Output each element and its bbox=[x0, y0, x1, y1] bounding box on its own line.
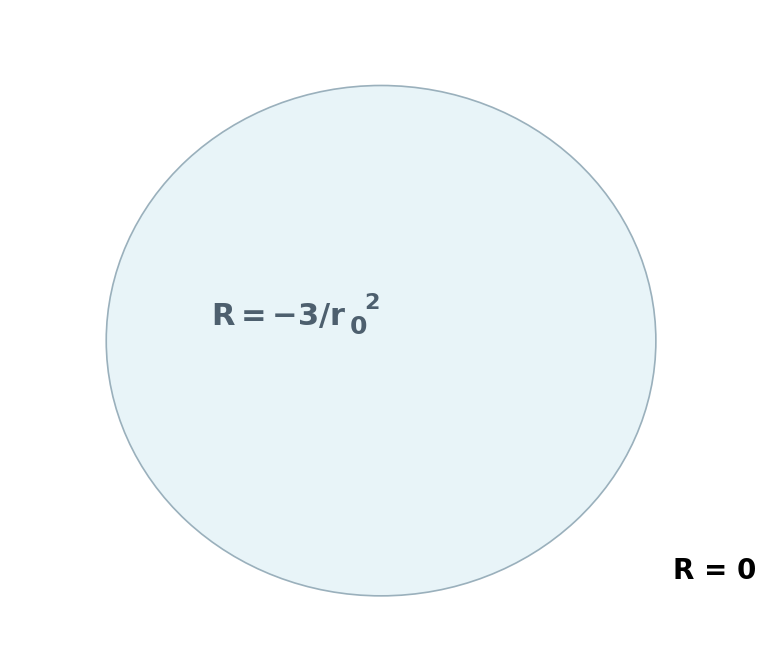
Text: $\mathbf{2}$: $\mathbf{2}$ bbox=[364, 294, 380, 313]
Ellipse shape bbox=[106, 85, 656, 596]
Text: $\mathbf{R = {-3/r}}$: $\mathbf{R = {-3/r}}$ bbox=[211, 301, 346, 331]
Text: $\mathbf{0}$: $\mathbf{0}$ bbox=[349, 315, 367, 339]
Text: R = 0: R = 0 bbox=[673, 557, 756, 585]
